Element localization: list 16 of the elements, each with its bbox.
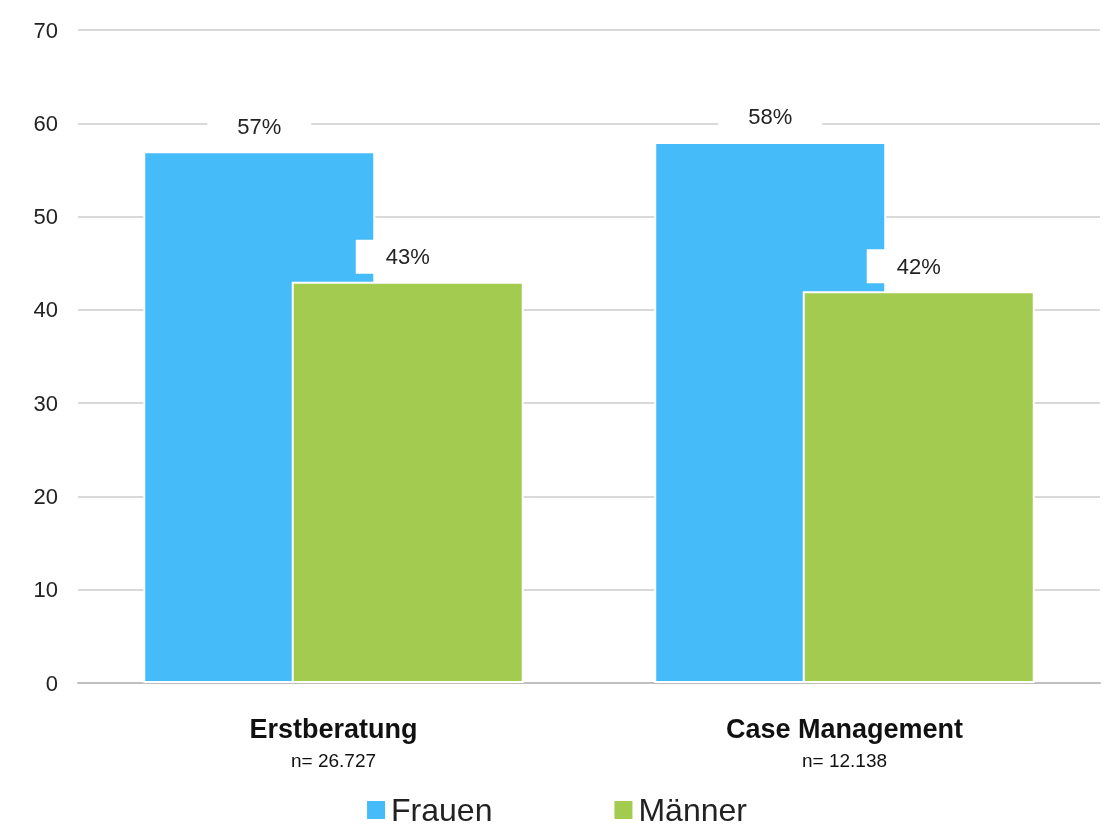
- y-tick-label: 30: [33, 390, 58, 416]
- y-tick-label: 70: [33, 17, 58, 43]
- y-tick-label: 10: [33, 577, 58, 603]
- y-tick-label: 50: [33, 204, 58, 230]
- data-label: 58%: [748, 104, 793, 130]
- x-tick-label: Case Management n= 12.138: [725, 714, 964, 771]
- legend-label: Frauen: [391, 792, 493, 828]
- x-tick-label: Erstberatung n= 26.727: [249, 714, 418, 771]
- data-label: 57%: [237, 113, 282, 139]
- legend-label: Männer: [638, 792, 748, 828]
- y-tick-label: 0: [45, 670, 58, 696]
- data-label: 43%: [385, 244, 430, 270]
- y-tick-label: 20: [33, 483, 58, 509]
- y-tick-label: 40: [33, 297, 58, 323]
- data-label: 42%: [896, 253, 941, 279]
- y-tick-label: 60: [33, 110, 58, 136]
